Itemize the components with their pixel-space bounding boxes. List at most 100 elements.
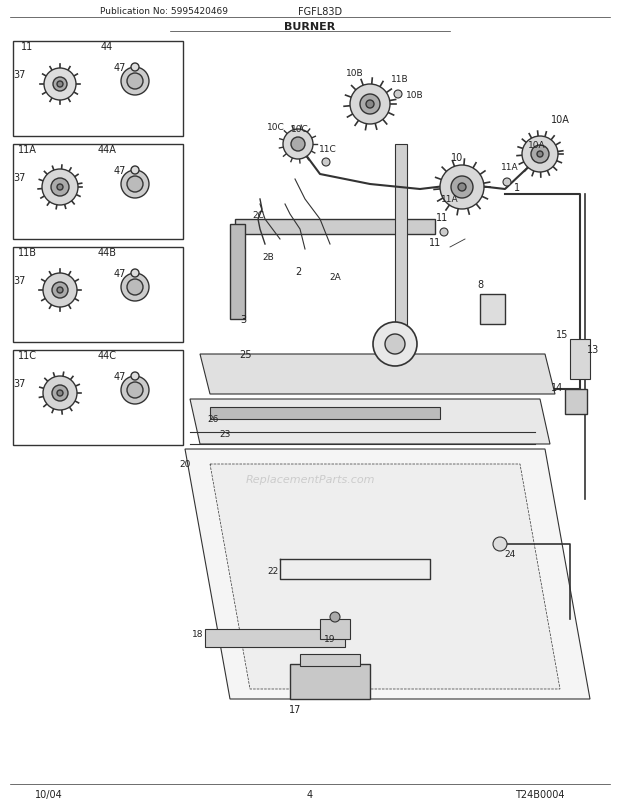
Text: 44: 44 [101, 42, 113, 52]
Text: BURNER: BURNER [285, 22, 335, 32]
Circle shape [43, 273, 77, 308]
Text: 20: 20 [179, 460, 191, 469]
Circle shape [127, 383, 143, 399]
Circle shape [283, 130, 313, 160]
Text: 21: 21 [389, 339, 401, 350]
Bar [13, 248, 183, 342]
Circle shape [522, 137, 558, 172]
Text: 14: 14 [551, 383, 563, 392]
Text: 10C: 10C [267, 123, 285, 132]
Text: 1: 1 [514, 183, 520, 192]
Circle shape [394, 91, 402, 99]
Circle shape [440, 166, 484, 210]
Text: 10: 10 [451, 153, 463, 163]
Text: 2C: 2C [252, 211, 264, 221]
Circle shape [366, 101, 374, 109]
Bar [290, 664, 370, 699]
Circle shape [451, 176, 473, 199]
Text: 25: 25 [239, 350, 251, 359]
Circle shape [131, 64, 139, 72]
Text: 10C: 10C [291, 125, 309, 134]
Text: 10A: 10A [551, 115, 569, 125]
Text: 37: 37 [14, 276, 26, 286]
Circle shape [43, 376, 77, 411]
Bar [570, 339, 590, 379]
Circle shape [350, 85, 390, 125]
Circle shape [52, 386, 68, 402]
Text: 10A: 10A [528, 140, 546, 149]
Text: 44C: 44C [97, 350, 117, 361]
Text: 11A: 11A [17, 145, 37, 155]
Circle shape [131, 167, 139, 175]
Text: 47: 47 [114, 371, 126, 382]
Text: 26: 26 [207, 415, 219, 424]
Circle shape [57, 82, 63, 88]
Circle shape [131, 269, 139, 277]
Text: 11C: 11C [319, 145, 337, 154]
Text: 37: 37 [14, 379, 26, 388]
Text: 2B: 2B [262, 253, 274, 262]
Circle shape [291, 138, 305, 152]
Text: 13: 13 [587, 345, 599, 354]
Polygon shape [190, 399, 550, 444]
Text: 15: 15 [556, 330, 568, 339]
Text: 10B: 10B [346, 68, 364, 78]
Text: 47: 47 [114, 269, 126, 278]
Circle shape [52, 282, 68, 298]
Circle shape [537, 152, 543, 158]
Text: 19: 19 [324, 634, 336, 644]
Circle shape [57, 391, 63, 396]
Circle shape [121, 376, 149, 404]
Text: 23: 23 [219, 430, 231, 439]
Text: 37: 37 [14, 70, 26, 80]
Text: 11A: 11A [501, 164, 519, 172]
Bar [210, 407, 440, 419]
Text: 2A: 2A [329, 273, 341, 282]
Circle shape [493, 537, 507, 551]
Text: 10B: 10B [406, 91, 424, 100]
Text: 47: 47 [114, 63, 126, 73]
Text: 24: 24 [505, 550, 516, 559]
Circle shape [531, 146, 549, 164]
Circle shape [57, 288, 63, 294]
Text: 11: 11 [429, 237, 441, 248]
Circle shape [127, 176, 143, 192]
Polygon shape [210, 464, 560, 689]
Circle shape [121, 273, 149, 302]
Bar [480, 294, 505, 325]
Bar [230, 225, 245, 320]
Text: 3: 3 [240, 314, 246, 325]
Text: 22: 22 [267, 567, 278, 576]
Text: FGFL83D: FGFL83D [298, 7, 342, 17]
Circle shape [121, 68, 149, 96]
Text: 8: 8 [477, 280, 483, 290]
Circle shape [127, 74, 143, 90]
Circle shape [53, 78, 67, 92]
Circle shape [385, 334, 405, 354]
Text: 11: 11 [436, 213, 448, 223]
Circle shape [322, 159, 330, 167]
Text: 44A: 44A [97, 145, 117, 155]
Text: 37: 37 [14, 172, 26, 183]
Text: 44B: 44B [97, 248, 117, 257]
Bar [300, 654, 360, 666]
Circle shape [440, 229, 448, 237]
Bar [565, 390, 587, 415]
Text: 47: 47 [114, 166, 126, 176]
Circle shape [57, 184, 63, 191]
Circle shape [373, 322, 417, 367]
Bar [13, 145, 183, 240]
Text: 17: 17 [289, 704, 301, 714]
Circle shape [127, 280, 143, 296]
Circle shape [121, 171, 149, 199]
Bar [205, 630, 345, 647]
Circle shape [131, 373, 139, 380]
Text: 11B: 11B [17, 248, 37, 257]
Circle shape [330, 612, 340, 622]
Text: 2: 2 [295, 267, 301, 277]
Circle shape [42, 170, 78, 206]
Text: 18: 18 [192, 630, 204, 638]
Circle shape [503, 179, 511, 187]
Circle shape [458, 184, 466, 192]
Text: Publication No: 5995420469: Publication No: 5995420469 [100, 7, 228, 17]
